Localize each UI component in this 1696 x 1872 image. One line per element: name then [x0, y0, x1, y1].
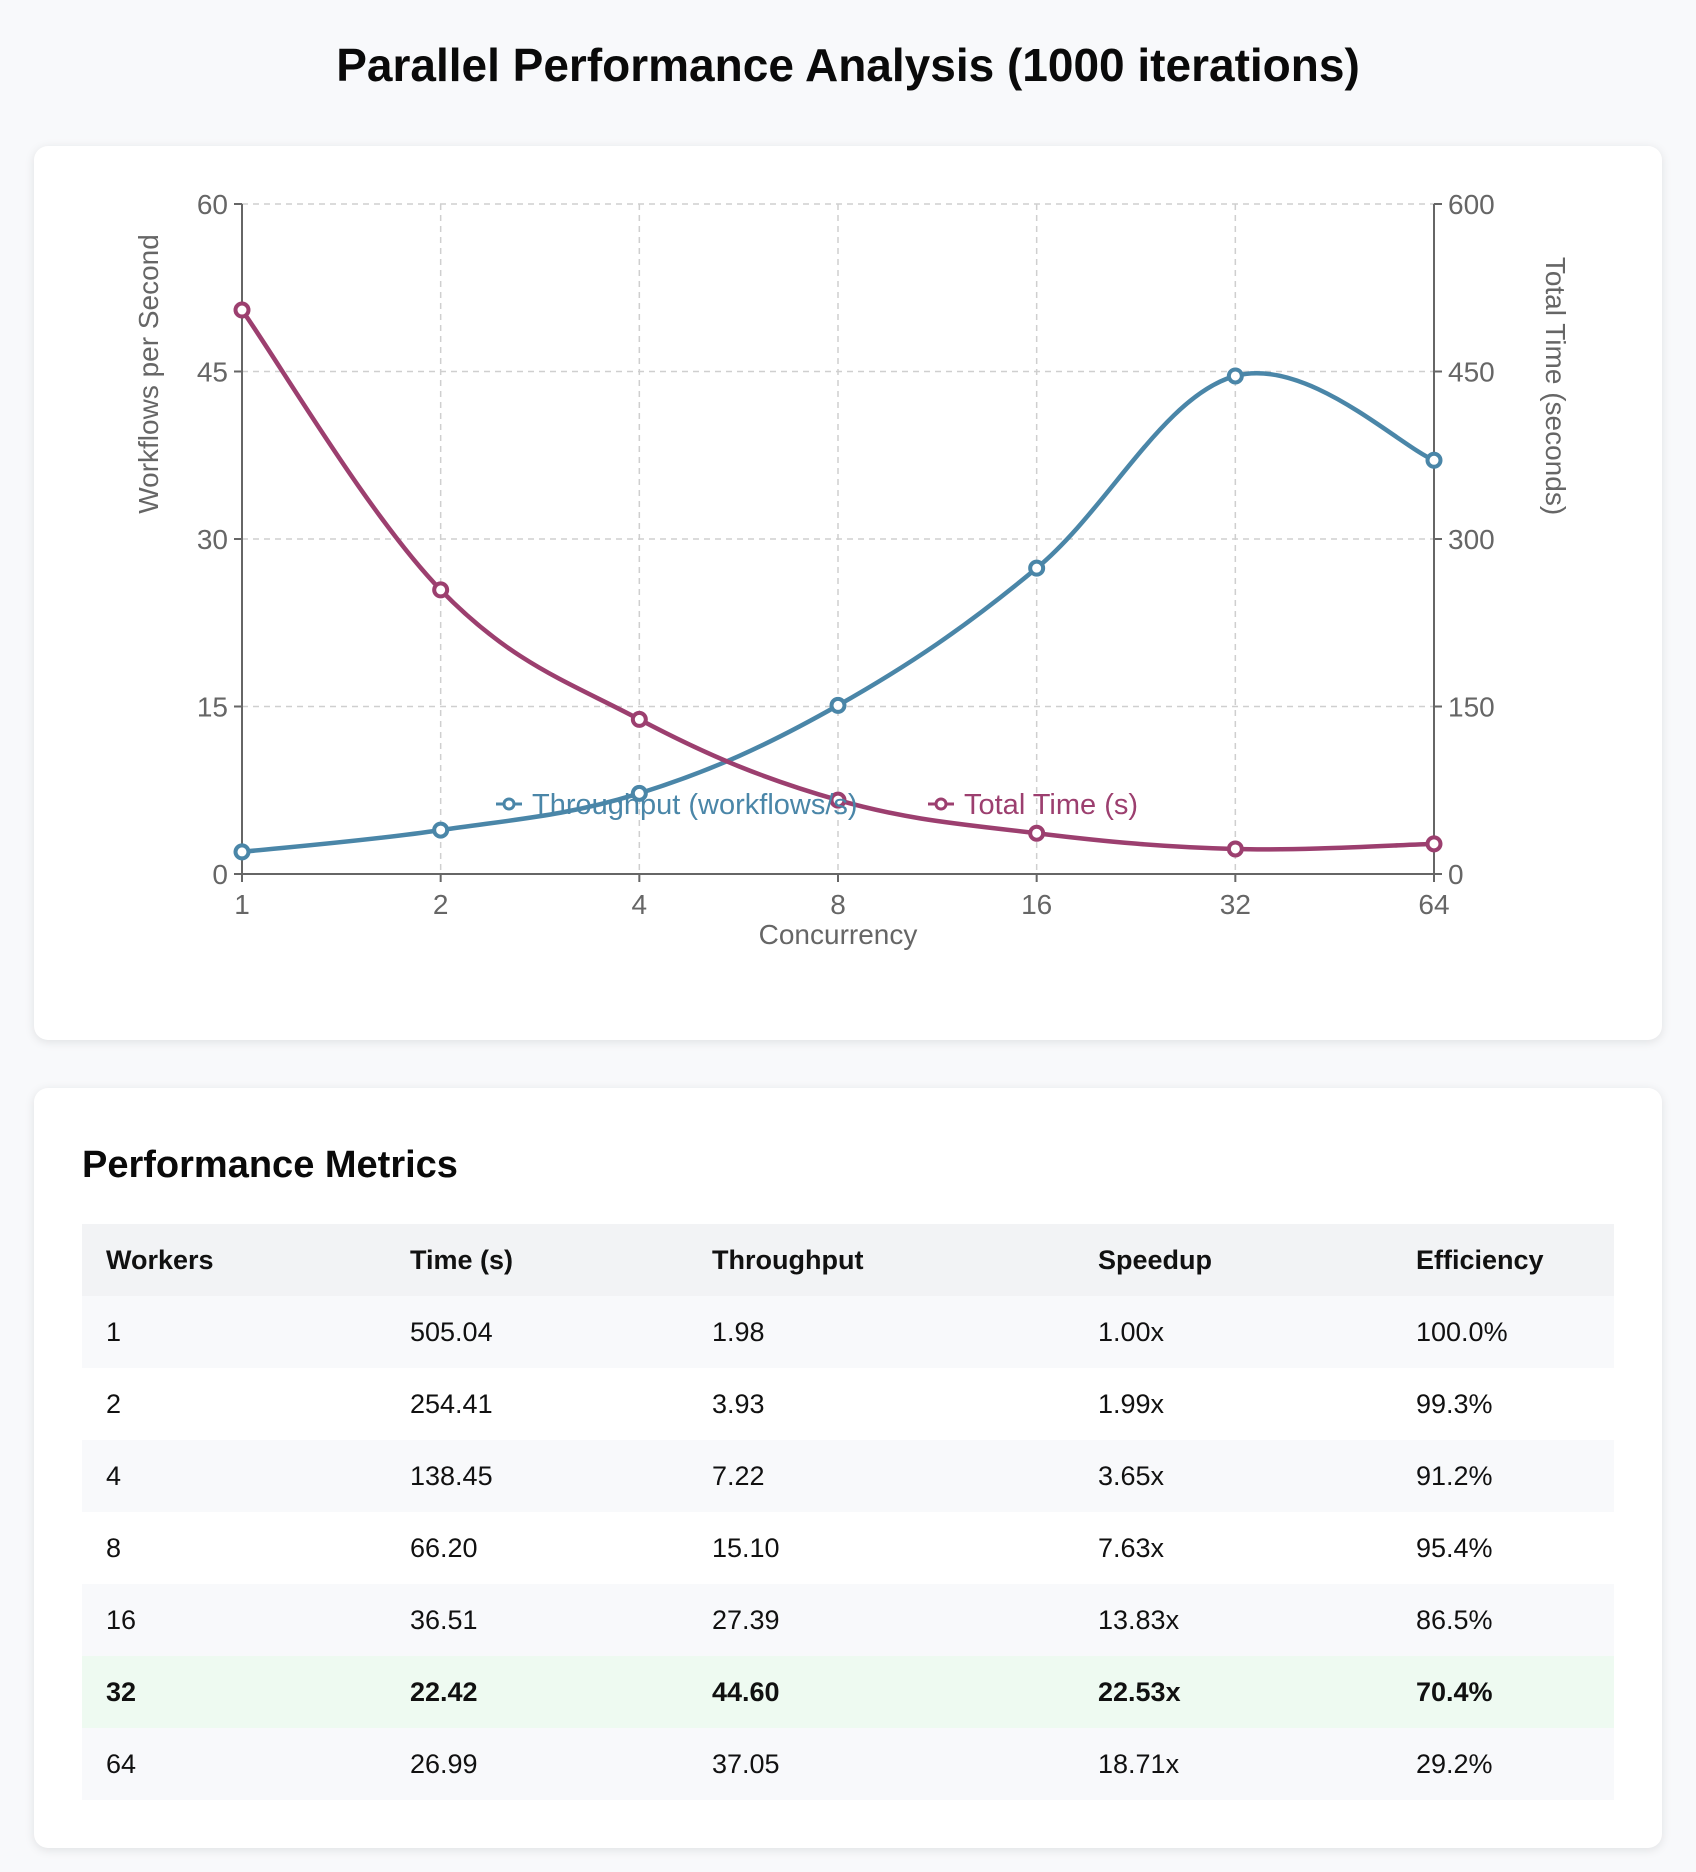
metrics-card: Performance Metrics Workers Time (s) Thr…: [34, 1088, 1662, 1848]
cell-workers: 32: [106, 1676, 137, 1707]
column-header-time: Time (s): [386, 1224, 688, 1296]
table-row: 8 66.20 15.10 7.63x 95.4%: [82, 1512, 1614, 1584]
page-title: Parallel Performance Analysis (1000 iter…: [336, 39, 1360, 91]
column-header-throughput: Throughput: [688, 1224, 1074, 1296]
data-point-throughput: [1226, 367, 1244, 385]
data-point-throughput: [1028, 559, 1046, 577]
cell-workers: 2: [106, 1388, 122, 1419]
data-point-total-time: [1226, 840, 1244, 858]
cell-efficiency: 99.3%: [1416, 1388, 1493, 1419]
y-axis-label-left: Workflows per Second: [133, 234, 164, 514]
cell-time: 66.20: [410, 1532, 478, 1563]
data-point-total-time: [1425, 835, 1443, 853]
y-tick-label-left: 30: [197, 524, 228, 555]
y-tick-label-right: 150: [1448, 692, 1495, 723]
x-tick-label: 8: [830, 889, 846, 920]
cell-speedup: 7.63x: [1098, 1532, 1165, 1563]
y-tick-label-right: 450: [1448, 357, 1495, 388]
cell-efficiency: 95.4%: [1416, 1532, 1493, 1563]
y-tick-label-left: 60: [197, 189, 228, 220]
x-tick-label: 1: [234, 889, 250, 920]
cell-workers: 8: [106, 1532, 122, 1563]
data-point-total-time: [233, 301, 251, 319]
table-row: 16 36.51 27.39 13.83x 86.5%: [82, 1584, 1614, 1656]
x-axis-label: Concurrency: [759, 919, 918, 950]
column-header-workers: Workers: [82, 1224, 386, 1296]
cell-efficiency: 100.0%: [1416, 1316, 1508, 1347]
y-tick-label-left: 45: [197, 357, 228, 388]
table-row: 2 254.41 3.93 1.99x 99.3%: [82, 1368, 1614, 1440]
data-point-throughput: [630, 784, 648, 802]
data-point-throughput: [432, 821, 450, 839]
cell-throughput: 27.39: [712, 1604, 780, 1635]
cell-efficiency: 29.2%: [1416, 1748, 1493, 1779]
table-row: 64 26.99 37.05 18.71x 29.2%: [82, 1728, 1614, 1800]
x-tick-label: 32: [1220, 889, 1251, 920]
cell-speedup: 18.71x: [1098, 1748, 1180, 1779]
y-tick-label-right: 300: [1448, 524, 1495, 555]
cell-speedup: 3.65x: [1098, 1460, 1165, 1491]
cell-time: 26.99: [410, 1748, 478, 1779]
cell-speedup: 13.83x: [1098, 1604, 1180, 1635]
cell-throughput: 3.93: [712, 1388, 765, 1419]
cell-time: 36.51: [410, 1604, 478, 1635]
legend-swatch-marker-total-time: [934, 797, 948, 811]
cell-workers: 4: [106, 1460, 122, 1491]
cell-throughput: 1.98: [712, 1316, 765, 1347]
data-point-throughput: [829, 696, 847, 714]
x-tick-label: 64: [1418, 889, 1449, 920]
data-point-throughput: [1425, 451, 1443, 469]
y-tick-label-left: 15: [197, 692, 228, 723]
column-header-speedup: Speedup: [1074, 1224, 1392, 1296]
cell-workers: 1: [106, 1316, 122, 1347]
column-header-efficiency: Efficiency: [1392, 1224, 1614, 1296]
cell-speedup: 22.53x: [1098, 1676, 1181, 1707]
cell-workers: 16: [106, 1604, 137, 1635]
data-point-total-time: [829, 791, 847, 809]
y-tick-label-right: 600: [1448, 189, 1495, 220]
y-tick-label-right: 0: [1448, 859, 1464, 890]
cell-time: 138.45: [410, 1460, 493, 1491]
cell-speedup: 1.99x: [1098, 1388, 1165, 1419]
cell-efficiency: 86.5%: [1416, 1604, 1493, 1635]
y-tick-label-left: 0: [212, 859, 228, 890]
table-row: 1 505.04 1.98 1.00x 100.0%: [82, 1296, 1614, 1368]
cell-speedup: 1.00x: [1098, 1316, 1165, 1347]
metrics-header-row: Workers Time (s) Throughput Speedup Effi…: [82, 1224, 1614, 1296]
cell-efficiency: 91.2%: [1416, 1460, 1493, 1491]
data-point-total-time: [432, 581, 450, 599]
cell-throughput: 37.05: [712, 1748, 780, 1779]
x-tick-label: 2: [433, 889, 449, 920]
legend-label-throughput: Throughput (workflows/s): [532, 789, 858, 821]
x-tick-label: 16: [1021, 889, 1052, 920]
table-row-best: 32 22.42 44.60 22.53x 70.4%: [82, 1656, 1614, 1728]
y-axis-label-right: Total Time (seconds): [1540, 257, 1571, 515]
table-row: 4 138.45 7.22 3.65x 91.2%: [82, 1440, 1614, 1512]
cell-efficiency: 70.4%: [1416, 1676, 1493, 1707]
cell-throughput: 44.60: [712, 1676, 780, 1707]
metrics-title: Performance Metrics: [82, 1144, 458, 1186]
cell-throughput: 15.10: [712, 1532, 780, 1563]
data-point-total-time: [630, 710, 648, 728]
cell-time: 22.42: [410, 1676, 478, 1707]
cell-time: 254.41: [410, 1388, 493, 1419]
data-point-throughput: [233, 843, 251, 861]
metrics-table: Workers Time (s) Throughput Speedup Effi…: [82, 1224, 1614, 1800]
legend-label-total-time: Total Time (s): [964, 789, 1138, 821]
data-point-total-time: [1028, 824, 1046, 842]
x-tick-label: 4: [632, 889, 648, 920]
cell-time: 505.04: [410, 1316, 493, 1347]
legend-swatch-marker-throughput: [502, 797, 516, 811]
cell-throughput: 7.22: [712, 1460, 765, 1491]
chart-card: 0 15 30 45 60 0 150 300 450 600 1 2 4 8 16 32 64 Concurre…: [34, 146, 1662, 1040]
cell-workers: 64: [106, 1748, 137, 1779]
